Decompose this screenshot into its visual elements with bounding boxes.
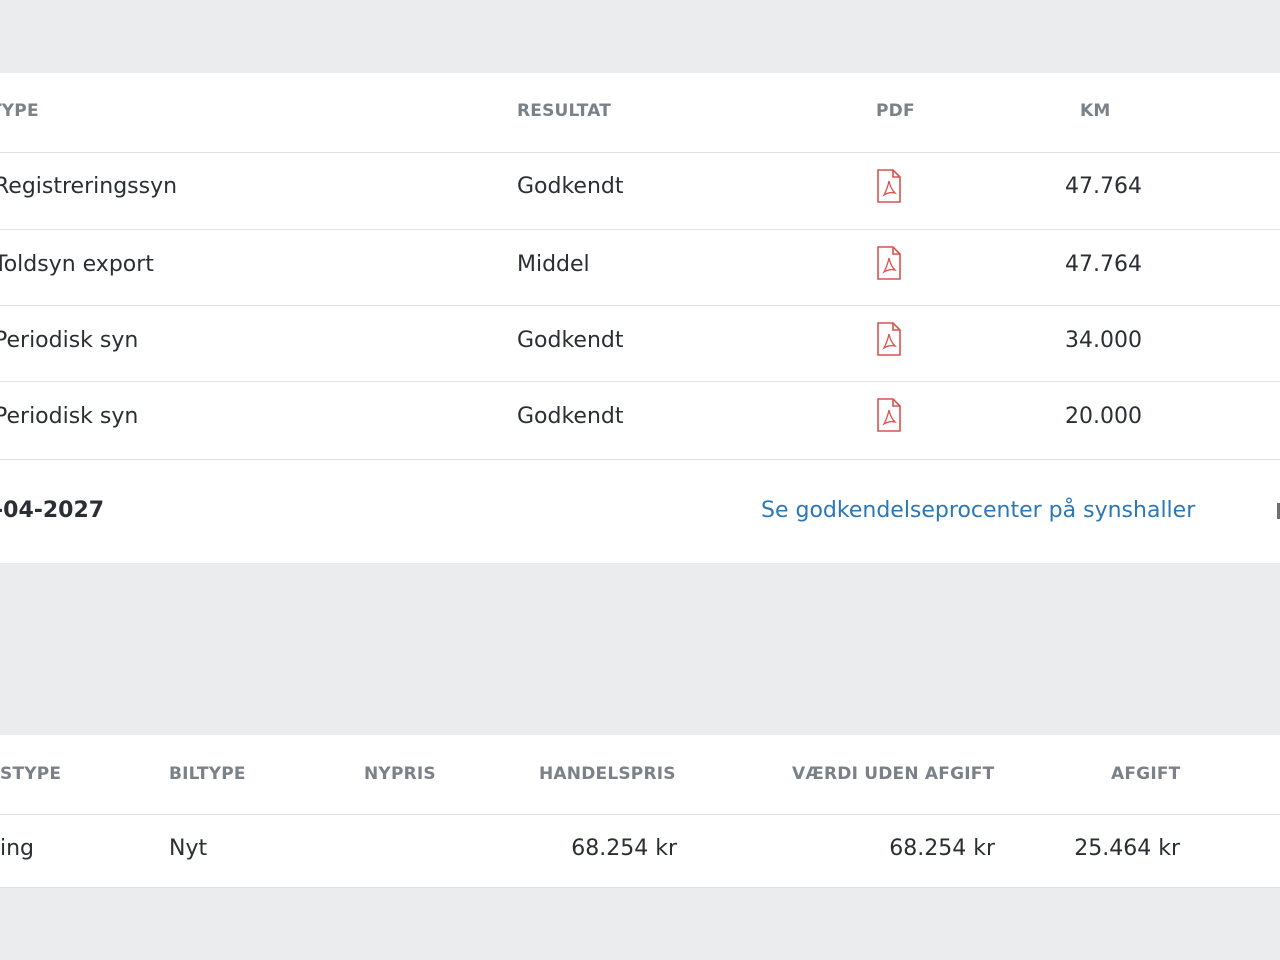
- inspection-header-row: TYPE RESULTAT PDF KM: [0, 73, 1280, 153]
- price-card: STYPE BILTYPE NYPRIS HANDELSPRIS VÆRDI U…: [0, 735, 1280, 888]
- inspection-card: TYPE RESULTAT PDF KM Registreringssyn Go…: [0, 73, 1280, 563]
- header-km: KM: [1080, 101, 1111, 121]
- row-tax: 25.464 kr: [1074, 836, 1180, 861]
- edge-divider: [1277, 503, 1280, 519]
- header-pdf: PDF: [876, 101, 915, 121]
- row-km: 47.764: [1065, 174, 1142, 199]
- row-km: 34.000: [1065, 328, 1142, 353]
- header-type: STYPE: [0, 764, 62, 784]
- header-tax: AFGIFT: [1111, 764, 1181, 784]
- table-row: Toldsyn export Middel 47.764: [0, 230, 1280, 306]
- row-type: Toldsyn export: [0, 252, 154, 277]
- row-car-type: Nyt: [169, 836, 208, 861]
- row-trade-price: 68.254 kr: [571, 836, 677, 861]
- pdf-file-icon[interactable]: [876, 169, 902, 203]
- row-result: Godkendt: [517, 174, 624, 199]
- header-result: RESULTAT: [517, 101, 612, 121]
- row-result: Godkendt: [517, 328, 624, 353]
- pdf-file-icon[interactable]: [876, 322, 902, 356]
- row-result: Godkendt: [517, 404, 624, 429]
- next-inspection-date: -04-2027: [0, 498, 105, 523]
- row-km: 20.000: [1065, 404, 1142, 429]
- row-type: ing: [0, 836, 35, 861]
- header-trade-price: HANDELSPRIS: [539, 764, 676, 784]
- header-type: TYPE: [0, 101, 39, 121]
- table-row: ing Nyt 68.254 kr 68.254 kr 25.464 kr: [0, 815, 1280, 888]
- row-km: 47.764: [1065, 252, 1142, 277]
- row-result: Middel: [517, 252, 590, 277]
- pdf-file-icon[interactable]: [876, 246, 902, 280]
- table-row: Periodisk syn Godkendt 20.000: [0, 382, 1280, 460]
- row-type: Periodisk syn: [0, 404, 139, 429]
- row-value-without-tax: 68.254 kr: [889, 836, 995, 861]
- table-row: Registreringssyn Godkendt 47.764: [0, 153, 1280, 230]
- pdf-file-icon[interactable]: [876, 398, 902, 432]
- price-header-row: STYPE BILTYPE NYPRIS HANDELSPRIS VÆRDI U…: [0, 735, 1280, 815]
- header-car-type: BILTYPE: [169, 764, 246, 784]
- header-new-price: NYPRIS: [364, 764, 436, 784]
- row-type: Registreringssyn: [0, 174, 178, 199]
- approval-rates-link[interactable]: Se godkendelseprocenter på synshaller: [761, 498, 1196, 523]
- row-type: Periodisk syn: [0, 328, 139, 353]
- table-row: Periodisk syn Godkendt 34.000: [0, 306, 1280, 382]
- header-value-without-tax: VÆRDI UDEN AFGIFT: [792, 764, 995, 784]
